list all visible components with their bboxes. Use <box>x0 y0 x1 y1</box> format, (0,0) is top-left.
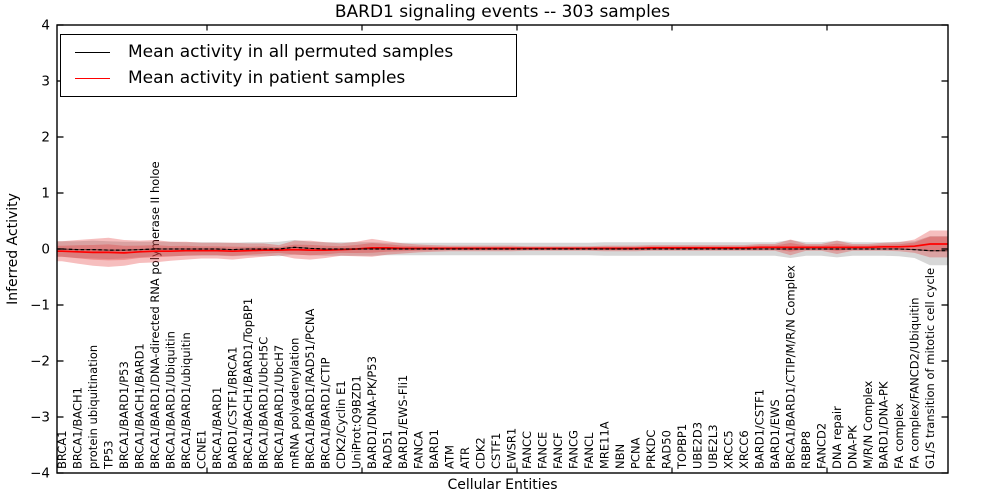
category-label: EWSR1 <box>505 428 519 469</box>
category-label: BRCA1 <box>55 430 69 469</box>
category-label: BARD1/CSTF1/BRCA1 <box>226 347 240 469</box>
category-label: BRCA1/BARD1/CTIP/M/R/N Complex <box>784 265 798 469</box>
category-label: FANCC <box>520 431 534 469</box>
category-label: CSTF1 <box>489 433 503 469</box>
category-label: XRCC6 <box>737 430 751 469</box>
category-label: FANCD2 <box>815 423 829 469</box>
category-label: BRCA1/BACH1 <box>71 387 85 469</box>
category-label: BRCA1/BARD1/P53 <box>117 361 131 469</box>
permuted-mean-line-dashes <box>57 246 948 252</box>
category-label: BRCA1/BARD1 <box>210 387 224 469</box>
category-label: FANCG <box>567 430 581 469</box>
category-label: BRCA1/BARD1/Ubiquitin <box>164 331 178 469</box>
category-label: RAD50 <box>660 430 674 469</box>
y-tick-label: 0 <box>41 242 50 258</box>
legend-label-permuted: Mean activity in all permuted samples <box>128 42 454 62</box>
category-label: BRCA1/BACH1/BARD1/TopBP1 <box>241 298 255 469</box>
category-label: DNA repair <box>830 406 844 469</box>
category-label: BARD1/DNA-PK <box>877 381 891 469</box>
category-label: FANCF <box>551 432 565 469</box>
category-label: BARD1/EWS-Fli1 <box>396 375 410 469</box>
chart-title: BARD1 signaling events -- 303 samples <box>334 2 671 22</box>
category-label: M/R/N Complex <box>861 380 875 469</box>
category-label: BARD1 <box>427 429 441 469</box>
category-label: FA complex/FANCD2/Ubiquitin <box>908 298 922 469</box>
category-label: BARD1/DNA-PK/P53 <box>365 356 379 469</box>
category-label: ATM <box>443 445 457 469</box>
permuted-line-swatch <box>75 52 110 53</box>
category-label: TOPBP1 <box>675 424 689 470</box>
category-label: FA complex <box>892 403 906 469</box>
legend-entry-permuted: Mean activity in all permuted samples <box>61 44 516 61</box>
category-label: BRCA1/BARD1/UbcH5C <box>257 337 271 469</box>
category-label: ATR <box>458 447 472 469</box>
y-tick-label: 1 <box>41 186 50 202</box>
category-label: BRCA1/BARD1/RAD51/PCNA <box>303 308 317 469</box>
category-label: NBN <box>613 444 627 469</box>
y-tick-label: −2 <box>30 354 50 370</box>
category-label: BRCA1/BACH1/BARD1 <box>133 343 147 469</box>
category-label: CDK2/Cyclin E1 <box>334 380 348 469</box>
category-label: DNA-PK <box>846 425 860 469</box>
x-axis-label: Cellular Entities <box>447 477 558 493</box>
y-tick-label: −4 <box>30 466 50 482</box>
category-label: UniProt:Q9BZD1 <box>350 375 364 469</box>
category-label: UBE2D3 <box>691 422 705 469</box>
category-label: BARD1/CSTF1 <box>753 389 767 469</box>
category-label: UBE2L3 <box>706 424 720 469</box>
y-tick-label: 4 <box>41 18 50 34</box>
category-label: PCNA <box>629 437 643 469</box>
category-label: CCNE1 <box>195 430 209 469</box>
category-label: TP53 <box>102 440 116 470</box>
y-tick-label: −1 <box>30 298 50 314</box>
patient-line-swatch <box>75 78 110 79</box>
y-tick-label: −3 <box>30 410 50 426</box>
category-label: PRKDC <box>644 430 658 469</box>
y-tick-label: 3 <box>41 74 50 90</box>
category-label: BRCA1/BARD1/CTIP <box>319 357 333 469</box>
category-label: BRCA1/BARD1/UbcH7 <box>272 345 286 469</box>
category-label: FANCE <box>536 432 550 469</box>
legend-entry-patient: Mean activity in patient samples <box>61 70 516 87</box>
category-label: FANCA <box>412 431 426 469</box>
category-label: protein ubiquitination <box>86 345 100 469</box>
category-label: BARD1/EWS <box>768 399 782 469</box>
legend-label-patient: Mean activity in patient samples <box>128 68 406 88</box>
category-label: FANCL <box>582 432 596 469</box>
y-tick-label: 2 <box>41 130 50 146</box>
category-label: mRNA polyadenylation <box>288 338 302 469</box>
category-label: BRCA1/BARD1/DNA-directed RNA polymerase … <box>148 161 162 469</box>
category-label: CDK2 <box>474 437 488 469</box>
category-label: BRCA1/BARD1/ubiquitin <box>179 332 193 469</box>
permuted-band <box>57 236 948 266</box>
category-label: RAD51 <box>381 430 395 469</box>
category-label: RBBP8 <box>799 431 813 469</box>
category-label: XRCC5 <box>722 430 736 469</box>
category-label: MRE11A <box>598 421 612 469</box>
category-label: G1/S transition of mitotic cell cycle <box>923 268 937 469</box>
legend: Mean activity in all permuted samples Me… <box>60 34 517 97</box>
